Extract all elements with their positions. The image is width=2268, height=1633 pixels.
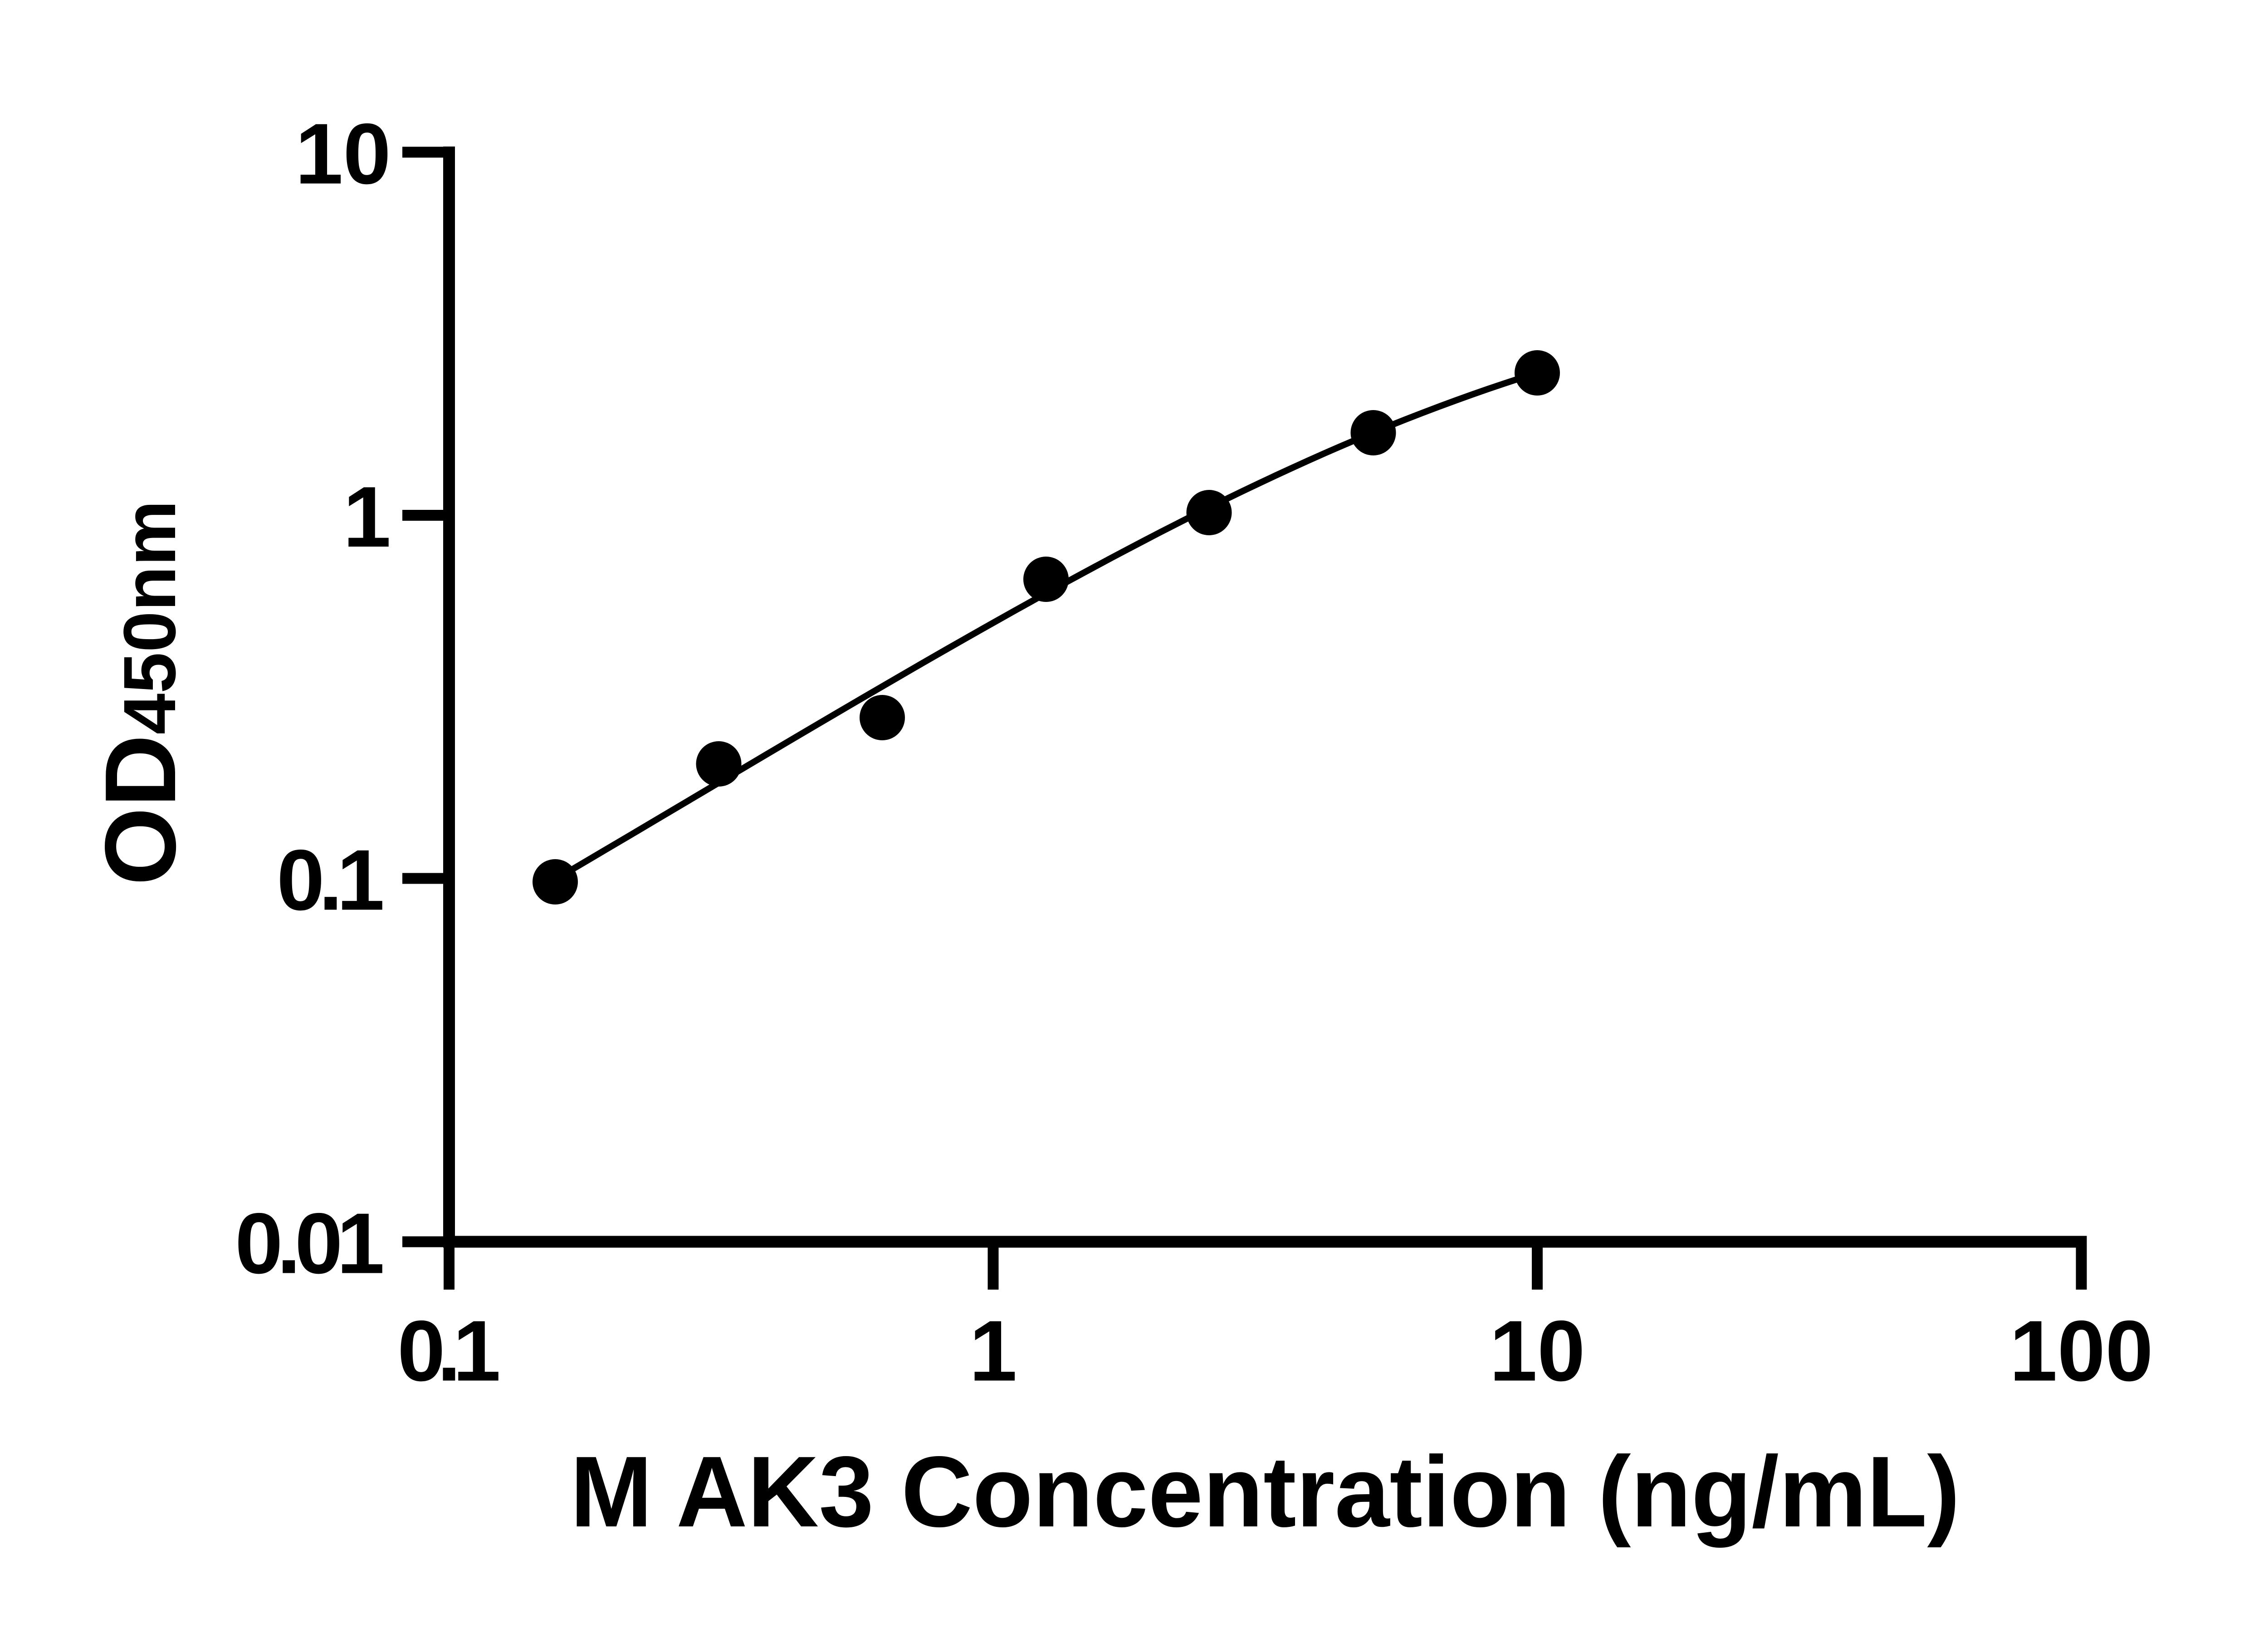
svg-text:100: 100: [2009, 1303, 2153, 1399]
svg-text:1: 1: [969, 1303, 1017, 1399]
svg-text:0.01: 0.01: [235, 1196, 385, 1292]
svg-text:10: 10: [1489, 1303, 1585, 1399]
svg-text:M AK3 Concentration (ng/mL): M AK3 Concentration (ng/mL): [570, 1436, 1960, 1548]
svg-text:1: 1: [343, 469, 391, 565]
svg-text:0.1: 0.1: [397, 1303, 501, 1399]
svg-text:0.1: 0.1: [277, 832, 385, 929]
svg-text:10: 10: [295, 106, 391, 202]
